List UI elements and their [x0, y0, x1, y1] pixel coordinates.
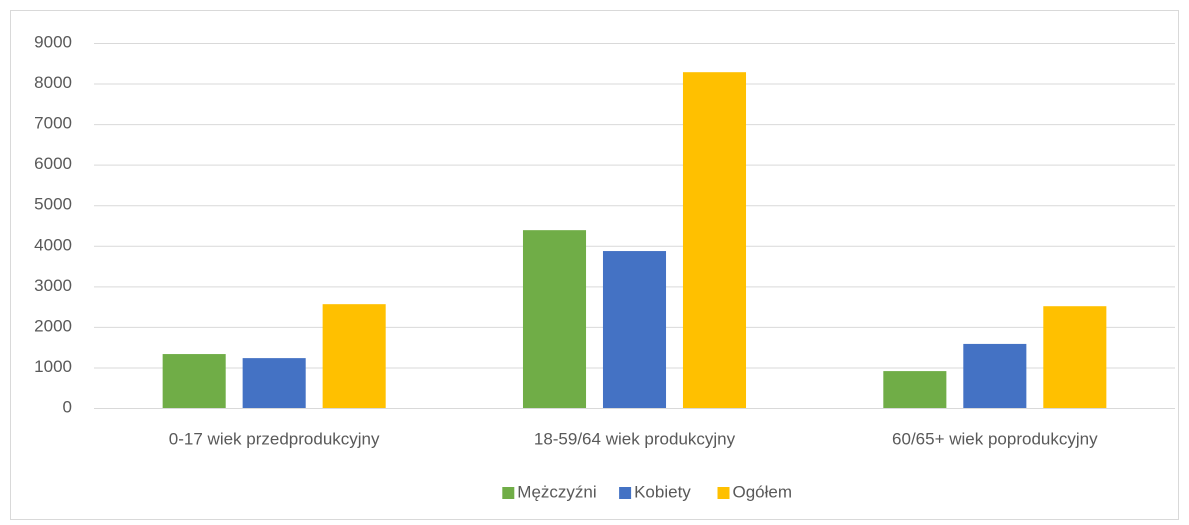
legend-swatch	[502, 487, 515, 499]
chart-border	[10, 10, 1179, 520]
y-tick-label: 1000	[34, 357, 72, 376]
y-tick-label: 4000	[34, 235, 72, 254]
y-tick-label: 5000	[34, 195, 72, 214]
legend-label: Kobiety	[634, 482, 691, 501]
bar	[963, 343, 1027, 408]
bar	[682, 72, 747, 408]
y-tick-label: 2000	[34, 316, 72, 335]
y-tick-label: 7000	[34, 114, 72, 133]
x-tick-label: 0-17 wiek przedprodukcyjny	[169, 429, 380, 448]
y-tick-label: 9000	[34, 32, 72, 51]
legend-label: Ogółem	[733, 482, 793, 501]
legend-swatch	[619, 487, 632, 499]
x-tick-label: 18-59/64 wiek produkcyjny	[534, 429, 736, 448]
legend-label: Mężczyźni	[517, 482, 596, 501]
bar	[242, 358, 306, 408]
bar	[602, 251, 667, 408]
x-tick-label: 60/65+ wiek poprodukcyjny	[892, 429, 1098, 448]
y-tick-label: 6000	[34, 154, 72, 173]
bar	[522, 230, 587, 408]
legend-swatch	[717, 487, 730, 499]
bar	[162, 354, 226, 408]
bar	[883, 371, 947, 408]
bar	[322, 304, 386, 408]
y-tick-label: 0	[63, 397, 72, 416]
y-tick-label: 3000	[34, 276, 72, 295]
bar	[1043, 306, 1107, 408]
y-tick-label: 8000	[34, 73, 72, 92]
